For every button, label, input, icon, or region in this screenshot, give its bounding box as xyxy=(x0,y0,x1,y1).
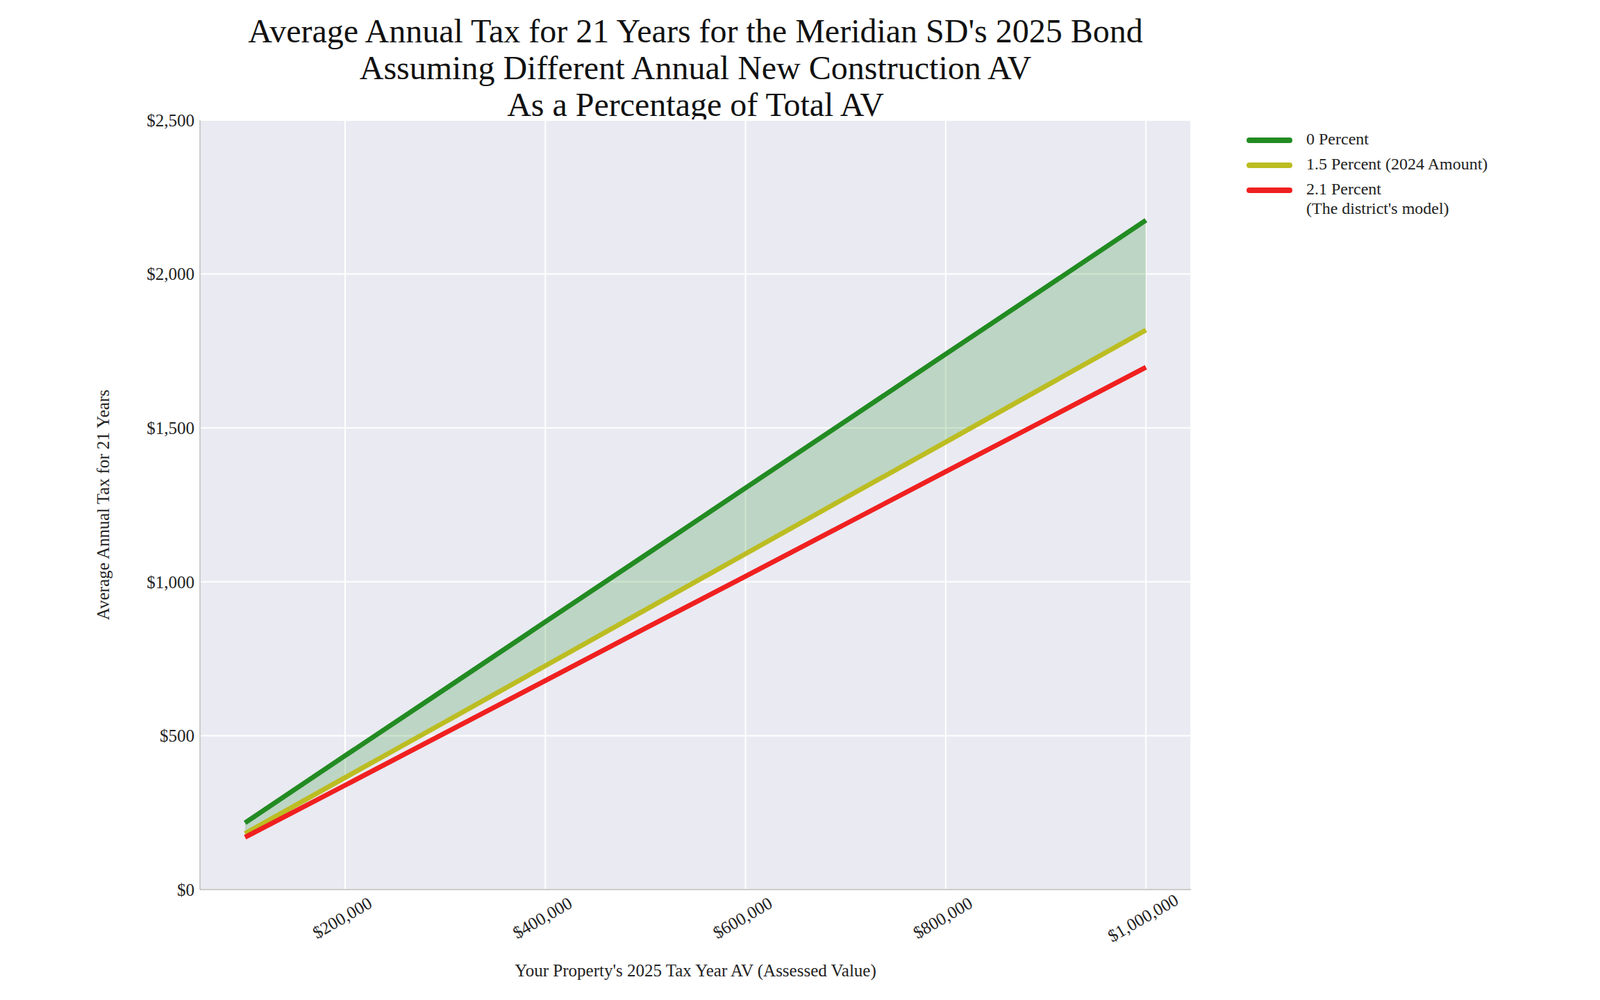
svg-text:$1,000,000: $1,000,000 xyxy=(1104,890,1182,946)
html-text:2.1 Percent (The district's mo: 2.1 Percent (The district's model) xyxy=(1306,179,1450,218)
svg-text:$400,000: $400,000 xyxy=(509,893,576,943)
svg-text:$0: $0 xyxy=(177,880,195,900)
svg-text:$500: $500 xyxy=(159,726,195,746)
svg-text:$1,000: $1,000 xyxy=(146,572,195,592)
svg-text:$2,500: $2,500 xyxy=(146,111,195,130)
html-text:1.5 Percent (2024 Amount): 1.5 Percent (2024 Amount) xyxy=(1306,154,1488,173)
svg-text:$200,000: $200,000 xyxy=(309,893,375,943)
html-text:Average Annual Tax for 21 Year: Average Annual Tax for 21 Years for the … xyxy=(248,12,1143,123)
svg-text:$2,000: $2,000 xyxy=(146,264,195,284)
svg-text:$1,500: $1,500 xyxy=(146,418,195,438)
svg-text:$800,000: $800,000 xyxy=(909,893,976,943)
svg-text:Your Property's 2025 Tax Year: Your Property's 2025 Tax Year AV (Assess… xyxy=(514,961,877,981)
html-text:0 Percent: 0 Percent xyxy=(1306,129,1369,148)
svg-text:Average Annual Tax for 21 Year: Average Annual Tax for 21 Years xyxy=(93,389,113,621)
svg-text:$600,000: $600,000 xyxy=(709,893,776,943)
